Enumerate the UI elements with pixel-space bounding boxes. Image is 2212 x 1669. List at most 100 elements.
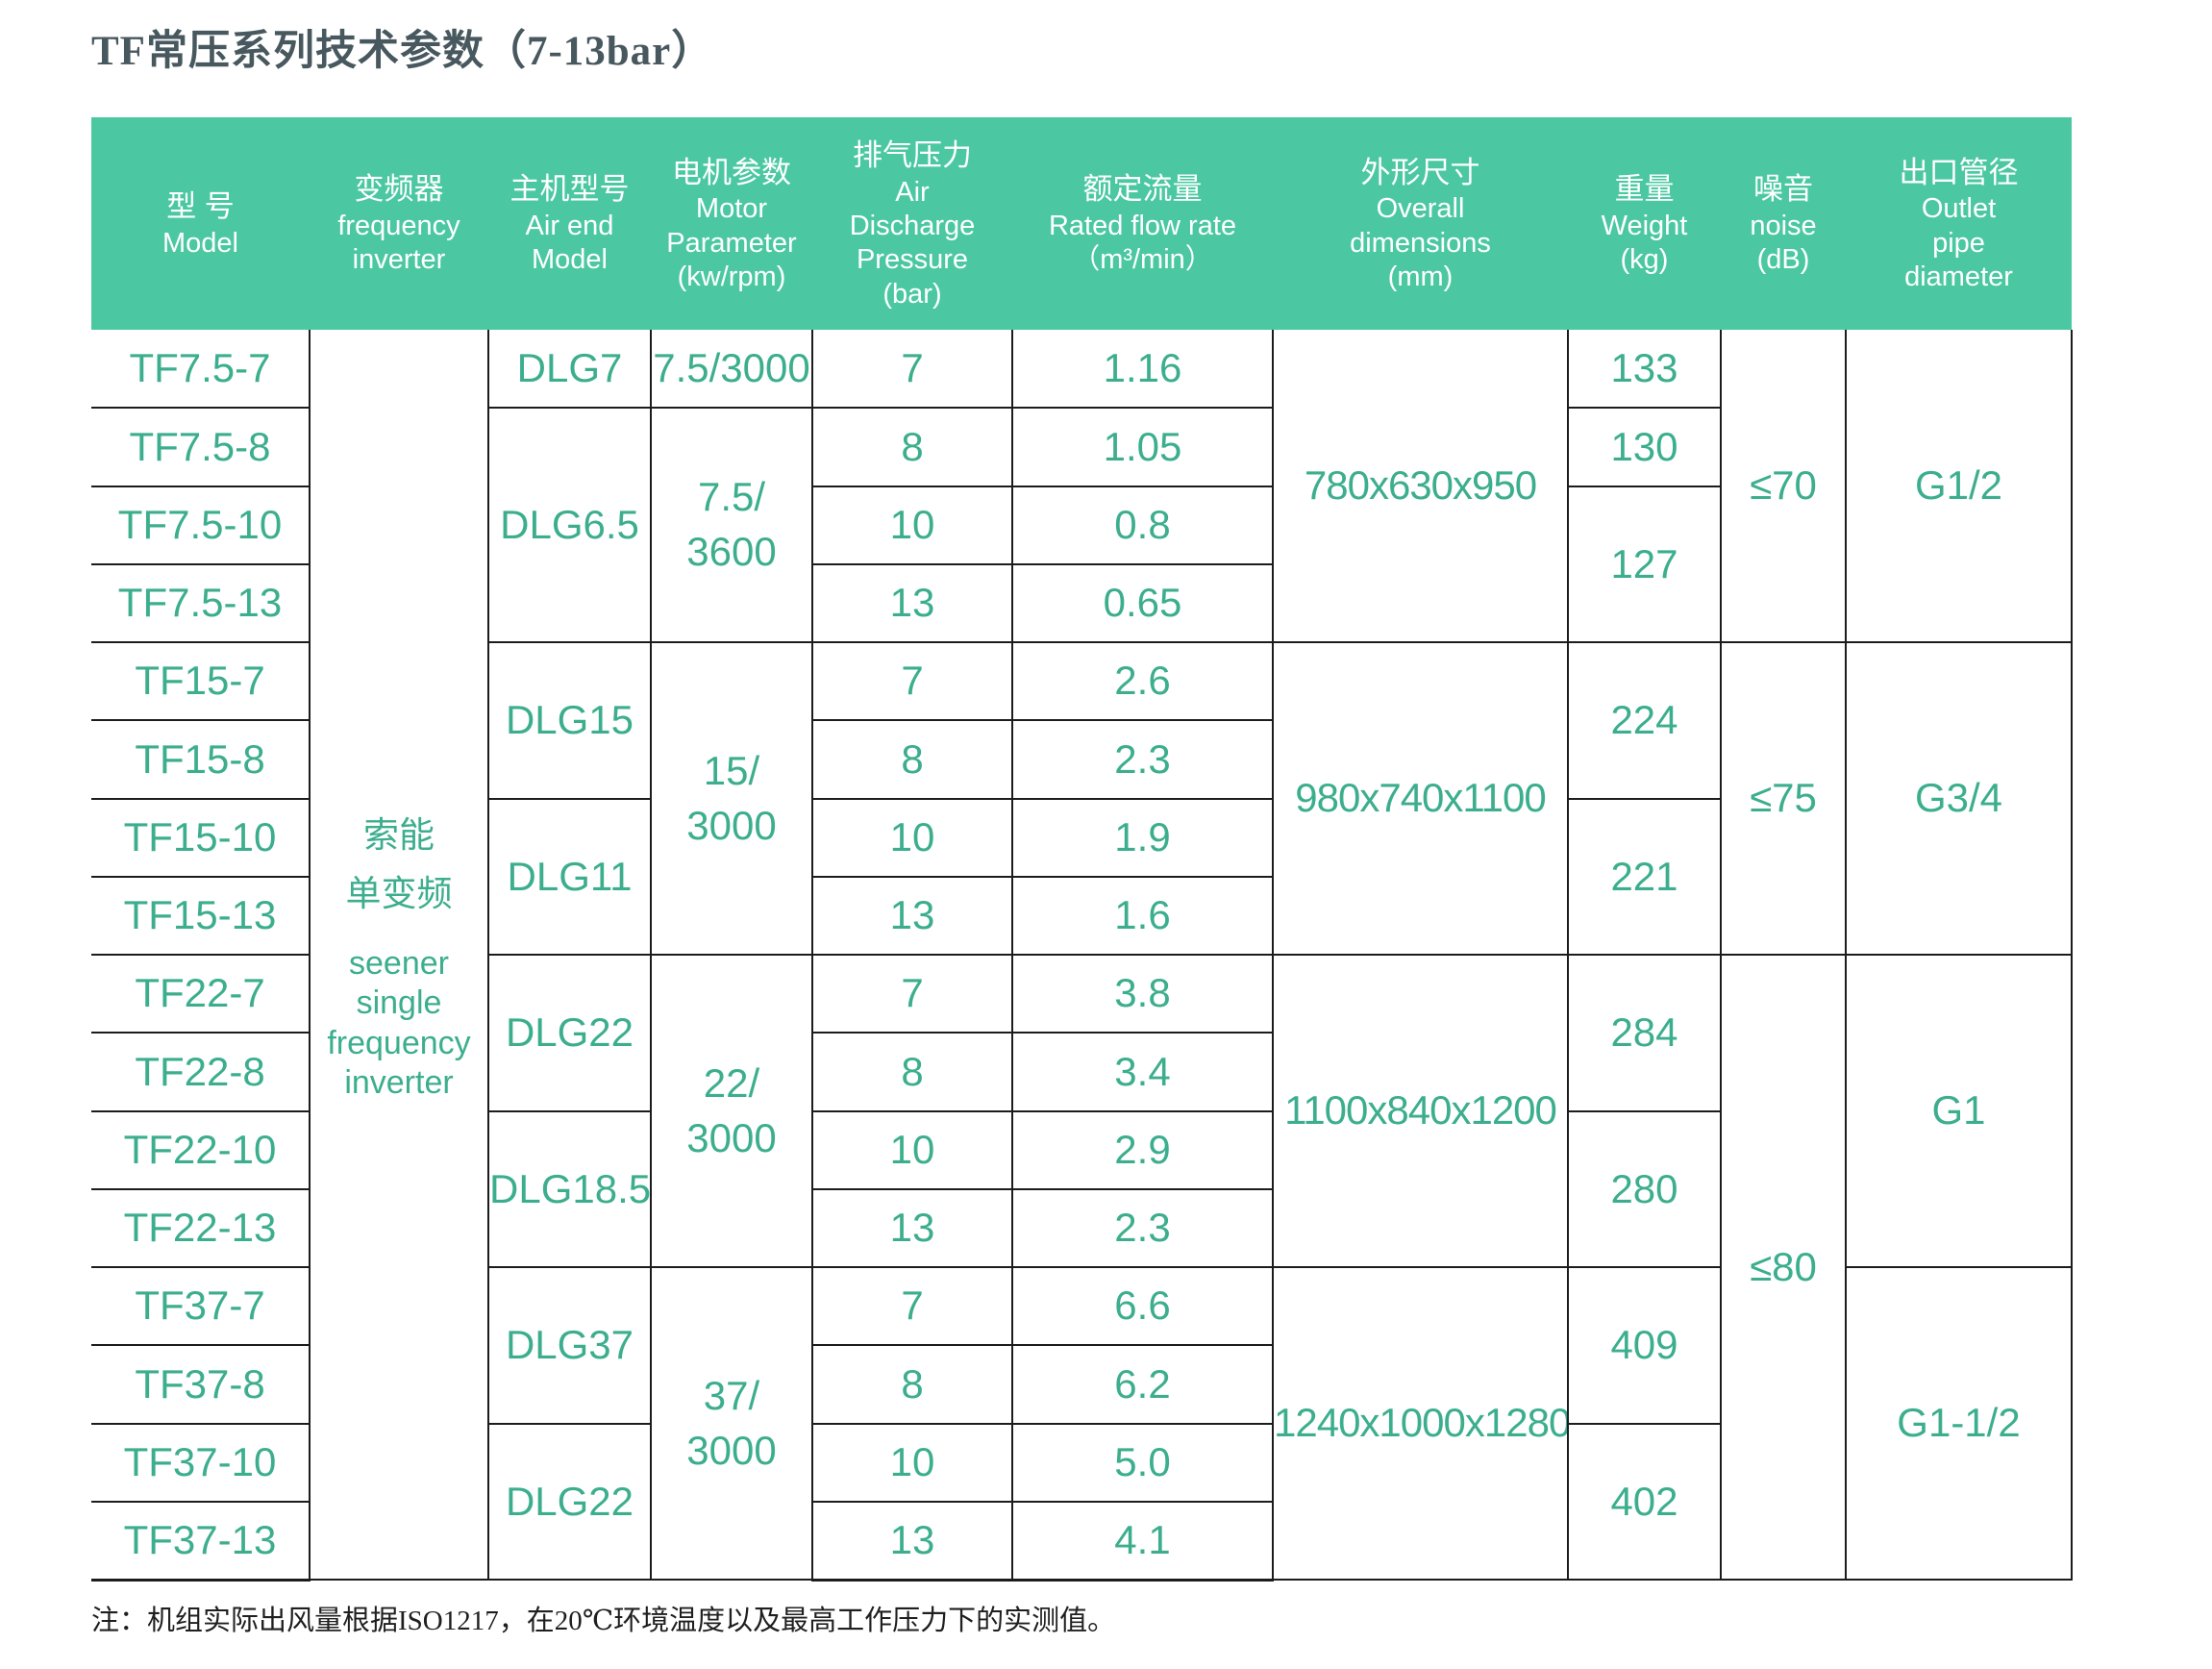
header-airend: 主机型号 Air end Model — [488, 117, 651, 330]
cell-flow: 0.65 — [1012, 563, 1274, 644]
cell-model: TF22-10 — [91, 1110, 311, 1190]
cell-dimensions: 1100x840x1200 — [1273, 955, 1569, 1268]
motor-line1: 7.5/3000 — [653, 344, 810, 390]
cell-motor: 7.5/ 3600 — [651, 408, 813, 643]
cell-flow: 5.0 — [1012, 1423, 1274, 1503]
table-row: TF15-10 DLG11 10 1.9 221 — [91, 798, 2072, 956]
table-row: TF37-13 13 4.1 — [91, 1501, 2072, 1582]
cell-model: TF7.5-8 — [91, 408, 311, 487]
header-flow-en2: （m³/min） — [1072, 244, 1213, 276]
table-row: TF37-10 DLG22 10 5.0 402 — [91, 1423, 2072, 1581]
header-motor-zh: 电机参数 — [672, 155, 791, 189]
cell-flow: 2.3 — [1012, 720, 1274, 800]
cell-pressure: 7 — [812, 330, 1013, 410]
cell-dimensions: 1240x1000x1280 — [1273, 1267, 1569, 1581]
cell-airend: DLG22 — [488, 1423, 652, 1581]
header-dimensions-en1: Overall — [1376, 193, 1465, 225]
motor-line1: 7.5/ — [697, 474, 766, 520]
header-weight-zh: 重量 — [1614, 172, 1675, 207]
spec-table: TF7.5-7 索能 单变频 seener single frequency i… — [91, 330, 2073, 1582]
header-pressure-en3: Pressure — [856, 244, 969, 276]
cell-model: TF15-8 — [91, 720, 311, 800]
cell-model: TF15-10 — [91, 798, 311, 878]
header-outlet-en1: Outlet — [1921, 193, 1997, 225]
cell-pressure: 8 — [812, 720, 1013, 800]
cell-weight: 409 — [1568, 1267, 1722, 1425]
motor-line2: 3000 — [686, 1114, 777, 1160]
table-row: TF7.5-7 索能 单变频 seener single frequency i… — [91, 330, 2073, 1581]
header-dimensions: 外形尺寸 Overall dimensions (mm) — [1273, 117, 1568, 330]
cell-noise: ≤75 — [1721, 642, 1847, 956]
cell-flow: 1.16 — [1012, 330, 1274, 410]
cell-pressure: 13 — [812, 876, 1013, 957]
inverter-line-en2: single — [356, 984, 442, 1022]
table-row: TF22-8 8 3.4 — [91, 1033, 2072, 1112]
header-weight-en2: (kg) — [1620, 244, 1669, 276]
table-header: 型 号 Model 变频器 frequency inverter 主机型号 Ai… — [91, 117, 2072, 330]
header-motor-en2: Parameter — [666, 227, 797, 259]
cell-pressure: 8 — [812, 1033, 1013, 1112]
cell-model: TF15-7 — [91, 642, 311, 722]
cell-pressure: 10 — [812, 1110, 1013, 1190]
table-row: TF15-7 DLG15 15/ 3000 7 2.6 980x740x1100… — [91, 642, 2073, 956]
header-inverter-en2: inverter — [352, 244, 446, 276]
cell-airend: DLG37 — [488, 1267, 652, 1425]
table-row: TF7.5-13 13 0.65 — [91, 563, 2072, 644]
inverter-line-en4: inverter — [344, 1064, 454, 1102]
header-motor-en1: Motor — [695, 193, 768, 225]
header-outlet-en3: diameter — [1904, 262, 2013, 293]
cell-weight: 402 — [1568, 1423, 1722, 1581]
cell-flow: 4.1 — [1012, 1501, 1274, 1582]
cell-motor: 15/ 3000 — [651, 642, 813, 956]
header-inverter: 变频器 frequency inverter — [310, 117, 488, 330]
cell-model: TF22-8 — [91, 1033, 311, 1112]
header-noise: 噪音 noise (dB) — [1721, 117, 1846, 330]
cell-airend: DLG6.5 — [488, 408, 652, 643]
table-row: TF37-8 8 6.2 — [91, 1345, 2072, 1425]
cell-airend: DLG22 — [488, 955, 652, 1112]
header-weight-en1: Weight — [1601, 211, 1688, 242]
header-outlet-zh: 出口管径 — [1899, 155, 2019, 189]
cell-dimensions: 780x630x950 — [1273, 330, 1569, 643]
cell-inverter: 索能 单变频 seener single frequency inverter — [310, 330, 489, 1581]
header-flow-en1: Rated flow rate — [1048, 211, 1237, 242]
cell-pressure: 10 — [812, 486, 1013, 565]
header-inverter-zh: 变频器 — [354, 172, 444, 207]
header-flow: 额定流量 Rated flow rate （m³/min） — [1012, 117, 1273, 330]
cell-weight: 221 — [1568, 798, 1722, 956]
motor-line2: 3600 — [686, 529, 777, 575]
cell-weight: 280 — [1568, 1110, 1722, 1268]
cell-outlet: G1 — [1846, 955, 2073, 1268]
motor-line2: 3000 — [686, 802, 777, 848]
table-row: TF22-7 DLG22 22/ 3000 7 3.8 1100x840x120… — [91, 955, 2073, 1581]
header-model-zh: 型 号 — [166, 188, 235, 223]
table-row: TF37-7 DLG37 37/ 3000 7 6.6 1240x1000x12… — [91, 1267, 2073, 1581]
cell-weight: 127 — [1568, 486, 1722, 643]
cell-model: TF22-13 — [91, 1188, 311, 1269]
table-row: TF22-13 13 2.3 — [91, 1188, 2072, 1269]
header-weight: 重量 Weight (kg) — [1568, 117, 1721, 330]
cell-airend: DLG7 — [488, 330, 652, 410]
cell-flow: 3.8 — [1012, 955, 1274, 1034]
footnote: 注：机组实际出风量根据ISO1217，在20℃环境温度以及最高工作压力下的实测值… — [91, 1606, 1116, 1636]
motor-line1: 15/ — [703, 747, 760, 793]
table-row: TF7.5-10 10 0.8 127 — [91, 486, 2072, 643]
cell-model: TF37-8 — [91, 1345, 311, 1425]
page-title: TF常压系列技术参数（7-13bar） — [91, 29, 714, 74]
inverter-line-en1: seener — [349, 944, 449, 982]
header-airend-en2: Model — [532, 244, 608, 276]
cell-airend: DLG11 — [488, 798, 652, 956]
table-row: TF15-13 13 1.6 — [91, 876, 2072, 957]
cell-motor: 37/ 3000 — [651, 1267, 813, 1581]
cell-flow: 6.2 — [1012, 1345, 1274, 1425]
cell-flow: 1.9 — [1012, 798, 1274, 878]
table-row: TF15-8 8 2.3 — [91, 720, 2072, 800]
header-motor-en3: (kw/rpm) — [677, 262, 786, 293]
header-dimensions-en3: (mm) — [1387, 262, 1454, 293]
header-noise-en2: (dB) — [1756, 244, 1810, 276]
header-motor: 电机参数 Motor Parameter (kw/rpm) — [651, 117, 812, 330]
cell-pressure: 10 — [812, 798, 1013, 878]
motor-line1: 37/ — [703, 1372, 760, 1418]
cell-pressure: 8 — [812, 408, 1013, 487]
